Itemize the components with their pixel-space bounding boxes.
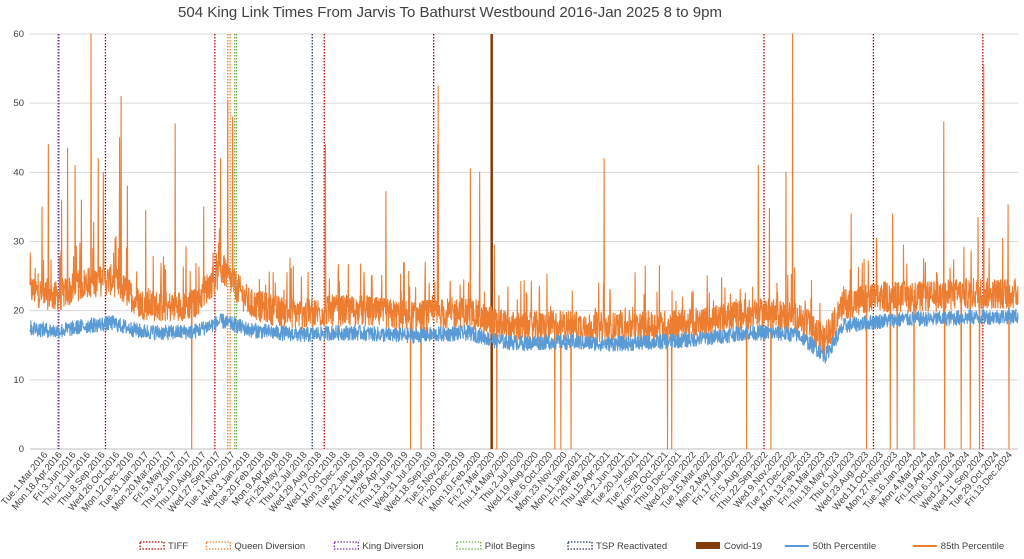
legend-swatch	[456, 541, 482, 550]
y-tick-label: 20	[13, 306, 24, 317]
legend-label: Covid-19	[724, 541, 762, 552]
legend-label: King Diversion	[362, 541, 423, 552]
y-tick-label: 30	[13, 237, 24, 248]
event-markers	[57, 34, 984, 449]
legend-label: 50th Percentile	[813, 541, 876, 552]
legend-swatch	[567, 541, 593, 550]
legend-swatch	[696, 542, 720, 549]
y-tick-label: 60	[13, 29, 24, 40]
series-line	[29, 308, 1019, 364]
y-axis: 0 10 20 30 40 50 60	[13, 29, 24, 455]
x-axis: Tue.1.Mar.2016Mon.18.Apr.2016Fri.3.Jun.2…	[0, 450, 1015, 515]
legend-label: TSP Reactivated	[596, 541, 667, 552]
legend-label: TIFF	[168, 541, 188, 552]
series-lines	[29, 33, 1019, 450]
legend-label: Pilot Begins	[485, 541, 535, 552]
series-line	[29, 33, 1019, 450]
y-tick-label: 10	[13, 375, 24, 386]
y-tick-label: 40	[13, 167, 24, 178]
gridlines	[30, 33, 1018, 450]
legend-swatch	[205, 541, 232, 550]
y-tick-label: 50	[13, 98, 24, 109]
legend: TIFF Queen Diversion King Diversion Pilot B…	[139, 541, 1004, 552]
chart-title: 504 King Link Times From Jarvis To Bathu…	[178, 4, 722, 21]
legend-label: 85th Percentile	[941, 541, 1004, 552]
legend-label: Queen Diversion	[234, 541, 305, 552]
legend-swatch	[139, 541, 165, 550]
legend-swatch	[333, 541, 360, 550]
y-tick-label: 0	[19, 444, 24, 455]
